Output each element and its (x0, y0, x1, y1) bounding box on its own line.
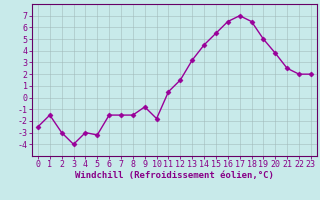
X-axis label: Windchill (Refroidissement éolien,°C): Windchill (Refroidissement éolien,°C) (75, 171, 274, 180)
